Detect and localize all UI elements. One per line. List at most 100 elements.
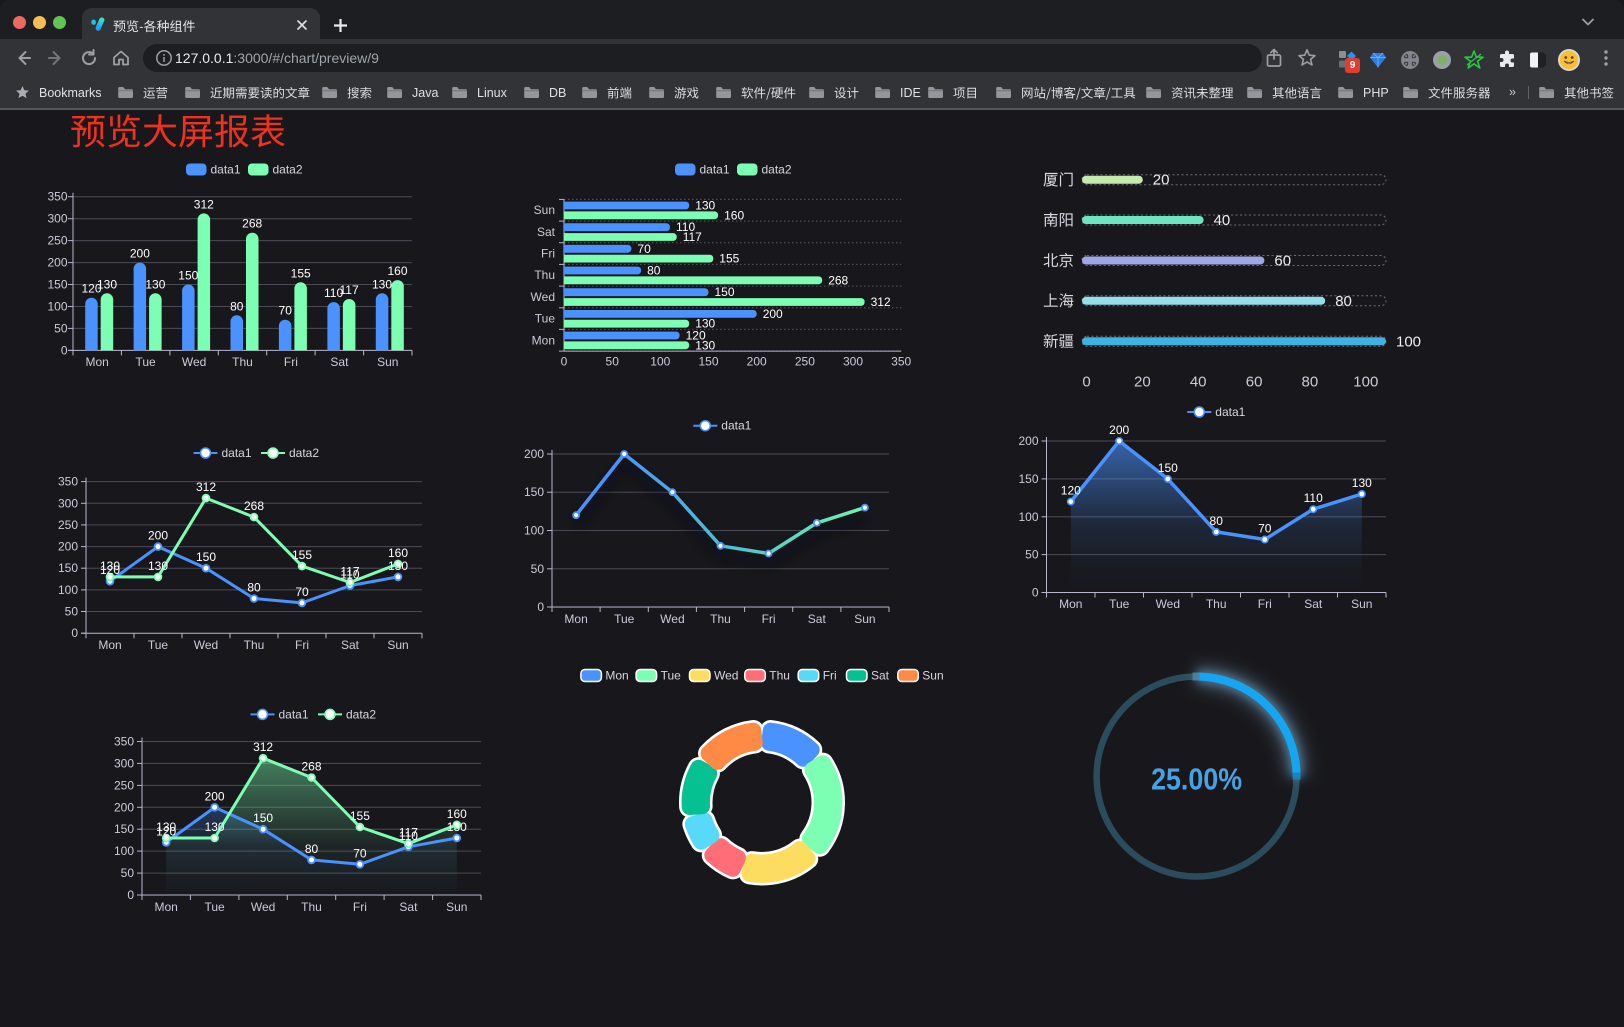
svg-text:data1: data1	[222, 446, 252, 460]
svg-text:155: 155	[350, 809, 370, 823]
svg-text:Tue: Tue	[614, 612, 635, 626]
svg-text:100: 100	[524, 524, 544, 538]
svg-text:150: 150	[253, 811, 273, 825]
svg-text:150: 150	[1018, 472, 1038, 486]
svg-text:25.00%: 25.00%	[1151, 763, 1242, 797]
svg-text:312: 312	[196, 480, 216, 494]
svg-text:data2: data2	[289, 446, 319, 460]
svg-text:130: 130	[372, 277, 392, 291]
svg-text:Mon: Mon	[86, 355, 109, 369]
svg-text:Fri: Fri	[353, 900, 367, 914]
svg-text:312: 312	[194, 197, 214, 211]
svg-text:data2: data2	[346, 707, 376, 721]
svg-text:268: 268	[242, 217, 262, 231]
svg-text:100: 100	[1018, 510, 1038, 524]
svg-text:70: 70	[353, 846, 367, 860]
svg-text:40: 40	[1190, 374, 1207, 391]
svg-text:50: 50	[1025, 548, 1039, 562]
svg-text:20: 20	[1153, 172, 1170, 189]
svg-text:200: 200	[1018, 434, 1038, 448]
svg-text:Sat: Sat	[808, 612, 827, 626]
svg-text:80: 80	[1210, 514, 1224, 528]
svg-text:100: 100	[1353, 374, 1378, 391]
svg-text:350: 350	[114, 735, 134, 749]
svg-text:130: 130	[1352, 476, 1372, 490]
svg-text:300: 300	[58, 496, 78, 510]
svg-text:50: 50	[531, 562, 545, 576]
svg-text:110: 110	[1304, 491, 1323, 505]
svg-text:117: 117	[683, 230, 702, 244]
svg-text:80: 80	[247, 581, 261, 595]
svg-text:350: 350	[58, 475, 78, 489]
svg-text:200: 200	[47, 256, 67, 270]
svg-text:117: 117	[340, 283, 359, 297]
svg-text:200: 200	[130, 247, 150, 261]
svg-text:300: 300	[843, 355, 863, 369]
svg-text:Mon: Mon	[532, 333, 555, 347]
svg-text:110: 110	[340, 568, 359, 582]
svg-text:200: 200	[747, 355, 767, 369]
svg-text:268: 268	[244, 499, 264, 513]
svg-text:0: 0	[1082, 374, 1090, 391]
svg-text:130: 130	[447, 820, 467, 834]
svg-text:Mon: Mon	[564, 612, 587, 626]
svg-text:350: 350	[47, 190, 67, 204]
svg-text:150: 150	[196, 550, 216, 564]
svg-text:110: 110	[324, 286, 343, 300]
svg-text:312: 312	[871, 295, 891, 309]
svg-text:Sat: Sat	[341, 638, 360, 652]
svg-text:Thu: Thu	[1206, 597, 1227, 611]
svg-text:110: 110	[399, 829, 418, 843]
svg-text:250: 250	[58, 518, 78, 532]
svg-text:Sun: Sun	[1351, 597, 1372, 611]
svg-text:50: 50	[65, 605, 79, 619]
svg-text:0: 0	[127, 888, 134, 902]
svg-text:Thu: Thu	[232, 355, 253, 369]
svg-text:Mon: Mon	[98, 638, 121, 652]
svg-text:Sun: Sun	[377, 355, 398, 369]
svg-text:155: 155	[291, 266, 311, 280]
svg-text:160: 160	[387, 264, 407, 278]
svg-text:200: 200	[1109, 423, 1129, 437]
svg-text:70: 70	[295, 585, 309, 599]
svg-text:200: 200	[763, 307, 783, 321]
svg-text:Wed: Wed	[251, 900, 275, 914]
svg-text:60: 60	[1274, 253, 1291, 270]
svg-text:Wed: Wed	[531, 290, 555, 304]
svg-text:130: 130	[695, 199, 715, 213]
svg-text:350: 350	[891, 355, 911, 369]
svg-text:150: 150	[47, 278, 67, 292]
svg-text:Tue: Tue	[204, 900, 225, 914]
svg-text:50: 50	[54, 321, 68, 335]
svg-text:120: 120	[686, 329, 706, 343]
svg-text:130: 130	[205, 820, 225, 834]
svg-text:Thu: Thu	[710, 612, 731, 626]
svg-text:155: 155	[292, 548, 312, 562]
svg-text:Tue: Tue	[1109, 597, 1130, 611]
svg-text:250: 250	[114, 778, 134, 792]
svg-text:150: 150	[698, 355, 718, 369]
svg-text:data1: data1	[721, 419, 751, 433]
svg-text:200: 200	[58, 540, 78, 554]
svg-text:312: 312	[253, 740, 273, 754]
svg-text:200: 200	[114, 800, 134, 814]
svg-text:Mon: Mon	[155, 900, 178, 914]
svg-text:150: 150	[114, 822, 134, 836]
svg-text:Mon: Mon	[1059, 597, 1082, 611]
svg-text:Sat: Sat	[537, 225, 556, 239]
svg-text:200: 200	[148, 529, 168, 543]
svg-text:60: 60	[1246, 374, 1263, 391]
svg-text:80: 80	[1302, 374, 1319, 391]
svg-text:130: 130	[695, 317, 715, 331]
svg-text:Sat: Sat	[871, 669, 890, 683]
svg-text:data1: data1	[700, 163, 730, 177]
svg-text:200: 200	[524, 447, 544, 461]
svg-text:150: 150	[178, 269, 198, 283]
svg-text:130: 130	[388, 559, 408, 573]
svg-text:100: 100	[1396, 333, 1421, 350]
svg-text:Wed: Wed	[182, 355, 206, 369]
svg-text:Tue: Tue	[135, 355, 156, 369]
svg-text:80: 80	[1335, 293, 1352, 310]
svg-text:300: 300	[114, 756, 134, 770]
svg-text:40: 40	[1214, 212, 1231, 229]
